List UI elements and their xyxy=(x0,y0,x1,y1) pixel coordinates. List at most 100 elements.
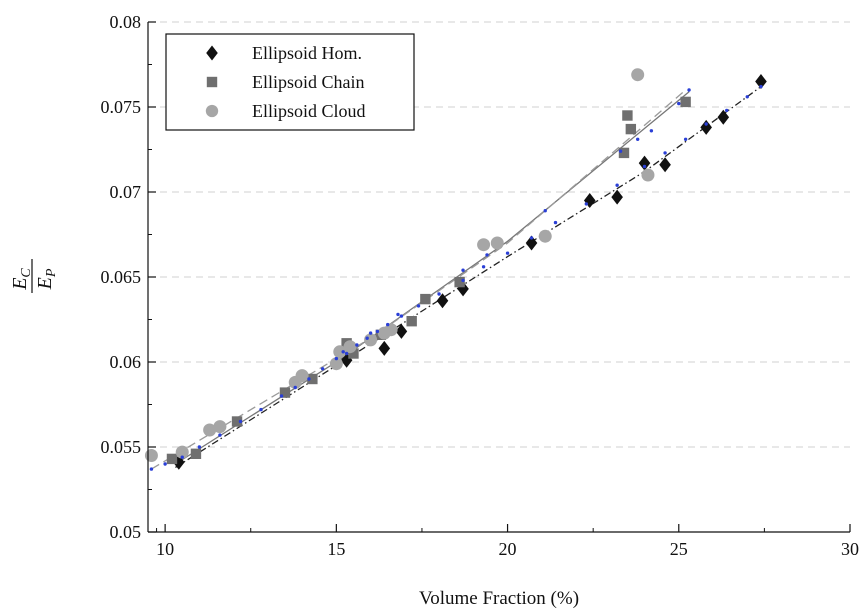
point-ellipsoid-hom--9 xyxy=(638,155,651,171)
y-tick-label-6: 0.08 xyxy=(110,12,142,32)
fit-line-dash-dot xyxy=(175,86,762,468)
fit-marker-27 xyxy=(642,164,647,169)
fit-marker-10 xyxy=(320,367,325,371)
point-ellipsoid-chain-3 xyxy=(279,387,291,398)
y-label-denominator: EP xyxy=(34,268,59,290)
point-ellipsoid-chain-13 xyxy=(625,123,637,135)
point-ellipsoid-chain-4 xyxy=(307,373,318,385)
point-ellipsoid-cloud-13 xyxy=(490,236,504,250)
fit-marker-31 xyxy=(725,108,729,113)
x-tick-label-3: 25 xyxy=(670,539,688,559)
fit-marker-29 xyxy=(683,137,688,141)
fit-marker-26 xyxy=(615,183,619,187)
y-label-denominator-symbol: E xyxy=(34,277,56,290)
grid-lines xyxy=(148,21,850,448)
y-tick-label-4: 0.07 xyxy=(110,182,142,202)
fit-marker-30 xyxy=(704,122,708,126)
point-ellipsoid-chain-1 xyxy=(190,448,202,459)
fit-marker-33 xyxy=(759,84,763,89)
point-ellipsoid-hom--8 xyxy=(611,189,623,205)
legend-marker-ellipsoid-hom- xyxy=(206,45,218,61)
point-ellipsoid-cloud-15 xyxy=(631,68,645,82)
point-ellipsoid-chain-8 xyxy=(406,316,417,327)
point-ellipsoid-cloud-3 xyxy=(213,420,227,434)
x-axis-label: Volume Fraction (%) xyxy=(419,588,579,609)
point-ellipsoid-chain-11 xyxy=(618,147,630,159)
fit-marker-14 xyxy=(365,336,369,340)
fit-marker-22 xyxy=(505,251,510,255)
fit-marker-8 xyxy=(293,385,297,390)
fit-marker-35 xyxy=(368,331,373,335)
legend-marker-ellipsoid-chain xyxy=(206,76,218,88)
fit-marker-15 xyxy=(375,329,380,334)
point-ellipsoid-hom--11 xyxy=(700,119,712,135)
y-tick-label-3: 0.065 xyxy=(101,267,142,287)
fit-marker-20 xyxy=(461,278,465,283)
fit-marker-5 xyxy=(238,419,243,424)
fit-marker-44 xyxy=(687,88,691,92)
x-tick-label-1: 15 xyxy=(327,539,345,559)
legend-label-ellipsoid-hom-: Ellipsoid Hom. xyxy=(252,43,362,63)
point-ellipsoid-chain-0 xyxy=(166,453,178,465)
fit-marker-6 xyxy=(259,407,263,412)
point-ellipsoid-hom--3 xyxy=(395,323,408,339)
fit-marker-18 xyxy=(416,304,421,308)
x-tick-label-2: 20 xyxy=(499,539,517,559)
fit-marker-16 xyxy=(386,322,390,327)
fit-marker-9 xyxy=(307,377,311,381)
y-tick-labels: 0.05 0.055 0.06 0.065 0.07 0.075 0.08 xyxy=(101,12,142,542)
point-ellipsoid-chain-9 xyxy=(420,293,431,305)
point-ellipsoid-cloud-2 xyxy=(203,423,217,437)
y-tick-label-0: 0.05 xyxy=(110,522,142,542)
point-ellipsoid-hom--13 xyxy=(755,74,767,89)
fit-marker-38 xyxy=(485,253,489,257)
point-ellipsoid-hom--4 xyxy=(436,293,449,309)
y-tick-label-1: 0.055 xyxy=(101,437,142,457)
point-ellipsoid-hom--10 xyxy=(659,157,671,173)
fit-marker-13 xyxy=(355,343,359,347)
point-ellipsoid-hom--5 xyxy=(457,281,469,297)
point-ellipsoid-cloud-14 xyxy=(538,229,552,243)
point-ellipsoid-cloud-12 xyxy=(477,238,491,252)
fit-marker-21 xyxy=(481,265,486,269)
point-ellipsoid-hom--6 xyxy=(525,235,538,251)
legend-marker-ellipsoid-cloud xyxy=(205,104,219,118)
x-tick-label-4: 30 xyxy=(841,539,859,559)
fit-marker-1 xyxy=(163,462,167,466)
point-ellipsoid-chain-6 xyxy=(348,348,359,359)
fit-marker-34 xyxy=(341,350,345,354)
point-ellipsoid-cloud-16 xyxy=(641,168,655,182)
point-ellipsoid-cloud-0 xyxy=(144,449,158,462)
fit-markers xyxy=(149,84,763,471)
fit-marker-19 xyxy=(437,292,441,296)
point-ellipsoid-cloud-8 xyxy=(343,340,357,354)
fit-marker-39 xyxy=(543,209,547,213)
fit-marker-23 xyxy=(529,236,534,240)
legend: Ellipsoid Hom. Ellipsoid Chain Ellipsoid C… xyxy=(165,33,415,131)
fit-marker-24 xyxy=(553,220,558,225)
fit-marker-42 xyxy=(649,129,654,133)
legend-label-ellipsoid-chain: Ellipsoid Chain xyxy=(252,72,365,92)
data-points xyxy=(144,68,767,470)
point-ellipsoid-chain-10 xyxy=(454,276,465,288)
point-ellipsoid-chain-12 xyxy=(622,110,633,121)
fit-marker-25 xyxy=(584,202,589,206)
fit-marker-37 xyxy=(461,268,465,272)
x-tick-label-0: 10 xyxy=(156,539,174,559)
fit-marker-0 xyxy=(149,467,154,471)
y-tick-label-2: 0.06 xyxy=(110,352,142,372)
fit-marker-12 xyxy=(344,351,349,356)
point-ellipsoid-cloud-7 xyxy=(333,345,347,359)
fit-marker-3 xyxy=(197,445,202,449)
fit-marker-4 xyxy=(218,433,222,437)
fit-marker-2 xyxy=(180,455,184,459)
fit-marker-17 xyxy=(399,314,404,318)
point-ellipsoid-hom--2 xyxy=(378,340,391,356)
point-ellipsoid-cloud-1 xyxy=(175,445,189,459)
fit-marker-41 xyxy=(635,137,640,141)
fit-marker-43 xyxy=(677,101,681,106)
y-label-numerator-subscript: C xyxy=(19,268,34,278)
